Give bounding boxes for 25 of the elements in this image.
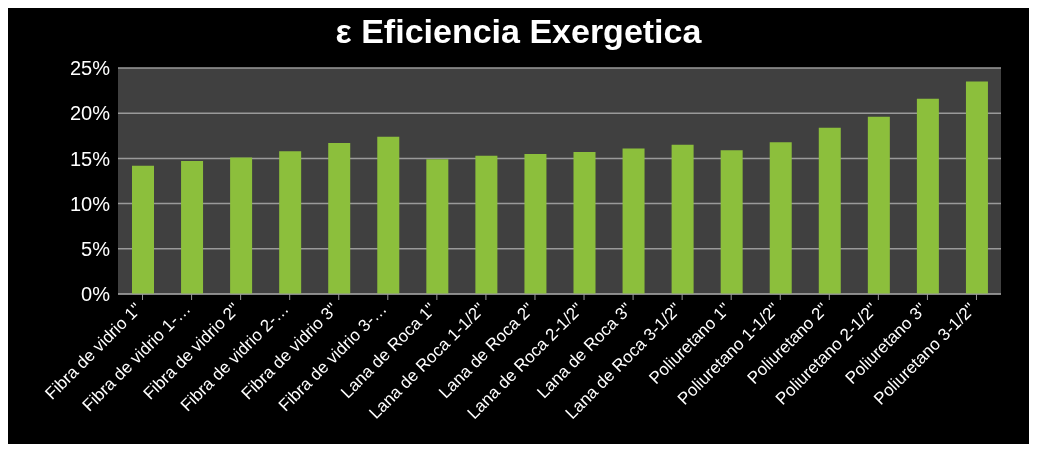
bar bbox=[132, 165, 154, 294]
y-tick-label: 25% bbox=[69, 57, 111, 80]
y-tick-label: 20% bbox=[69, 102, 111, 125]
y-tick-label: 5% bbox=[81, 237, 111, 260]
y-tick-label: 0% bbox=[81, 283, 111, 306]
y-tick-label: 15% bbox=[69, 147, 111, 170]
bar bbox=[230, 157, 253, 294]
bar bbox=[720, 150, 743, 294]
bar bbox=[965, 81, 988, 294]
bar bbox=[475, 155, 498, 294]
bar bbox=[377, 136, 400, 294]
bar bbox=[769, 142, 792, 294]
chart-title: ε Eficiencia Exergetica bbox=[334, 12, 703, 51]
bar bbox=[426, 159, 449, 294]
bar bbox=[622, 148, 645, 294]
y-tick-label: 10% bbox=[69, 192, 111, 215]
bar bbox=[671, 144, 694, 294]
bar bbox=[916, 98, 939, 294]
bar bbox=[181, 161, 204, 294]
bar bbox=[524, 153, 547, 294]
bar bbox=[573, 152, 596, 294]
bar bbox=[279, 151, 302, 294]
bar bbox=[328, 143, 351, 294]
bar bbox=[867, 116, 890, 294]
bar bbox=[818, 127, 841, 294]
